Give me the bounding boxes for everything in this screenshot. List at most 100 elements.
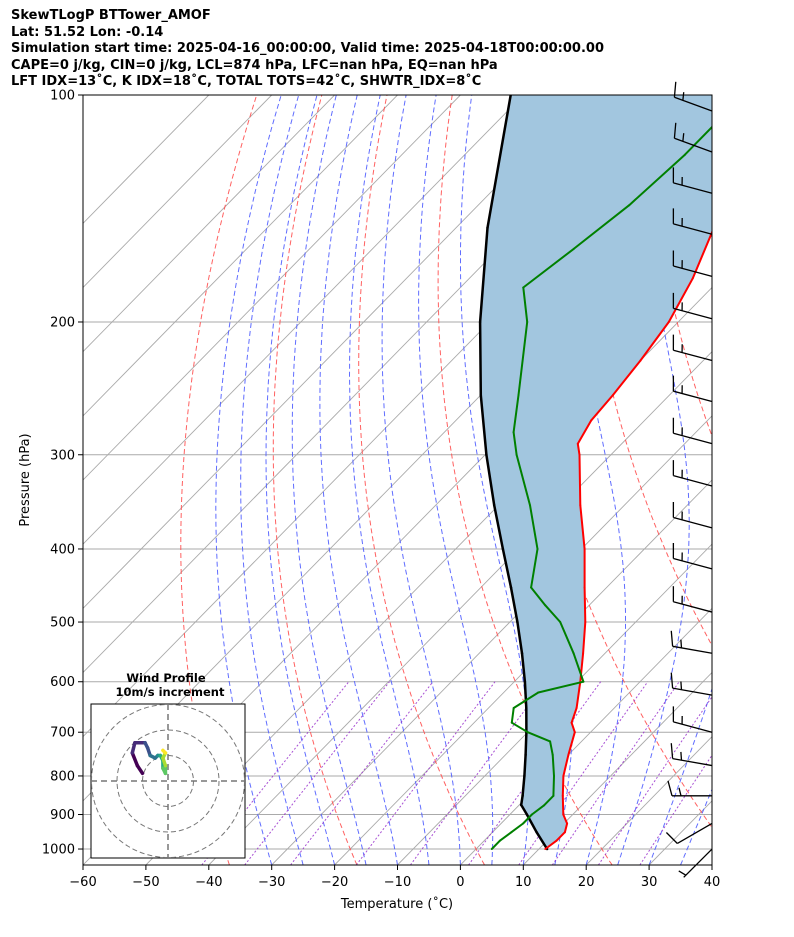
wind-barb — [672, 542, 713, 570]
temperature-profile-segment — [582, 621, 587, 655]
wind-barb — [672, 586, 713, 613]
wind-barb — [672, 250, 713, 278]
x-axis-label: Temperature (˚C) — [340, 896, 453, 912]
x-tick-label: −20 — [321, 875, 348, 890]
parcel-profile-segment — [519, 803, 529, 816]
isotherm-line — [460, 607, 712, 865]
dewpoint-profile-segment — [526, 731, 552, 743]
dewpoint-profile-segment — [522, 286, 529, 323]
parcel-profile-segment — [479, 393, 488, 457]
chart-title: SkewTLogP BTTower_AMOF — [11, 8, 211, 23]
dewpoint-profile-segment — [510, 822, 525, 834]
dewpoint-profile-segment — [559, 621, 575, 655]
x-tick-label: −50 — [132, 875, 159, 890]
axes: −60 −50 −40 −30 −20 −10 0 10 20 30 40 1000 900 800 700… — [42, 89, 720, 891]
temperature-profile-segment — [561, 794, 565, 816]
temperature-profile-segment — [570, 721, 576, 734]
isotherm-line — [83, 95, 587, 609]
wind-barb — [672, 417, 713, 445]
temperature-profile-segment — [563, 822, 569, 834]
dewpoint-profile-segment — [552, 775, 555, 797]
wind-barb — [672, 460, 713, 487]
wind-barb — [667, 780, 712, 797]
wind-barb-staff — [673, 182, 713, 194]
x-tick-label: −40 — [195, 875, 222, 890]
moist-adiabat — [319, 95, 398, 865]
wind-barb-flag — [670, 743, 674, 759]
temperature-profile-segment — [611, 359, 642, 397]
wind-barb — [672, 208, 713, 235]
temperature-profile-segment — [667, 277, 694, 323]
temperature-profile-segment — [562, 813, 569, 825]
wind-barb-staff — [673, 265, 713, 278]
parcel-profile-segment — [524, 730, 528, 757]
dewpoint-profile-segment — [683, 125, 712, 156]
wind-barb-flag — [673, 81, 677, 98]
wind-barb-staff — [672, 687, 713, 696]
dewpoint-profile-segment — [530, 586, 547, 607]
moist-adiabat — [215, 95, 282, 865]
x-tick-label: 30 — [641, 875, 658, 890]
dewpoint-profile-segment — [549, 740, 554, 756]
parcel-profile-segment — [521, 774, 526, 798]
temperature-profile-segment — [567, 731, 576, 756]
moist-adiabat — [711, 863, 712, 865]
wind-barb-staff — [673, 557, 713, 570]
wind-barb — [672, 167, 713, 194]
isotherm-line — [334, 479, 712, 865]
wind-barb — [672, 334, 713, 362]
temperature-profile-segment — [575, 680, 582, 709]
temperature-profile-segment — [714, 168, 738, 228]
dewpoint-profile-segment — [490, 839, 501, 850]
wind-barb-staff — [673, 390, 713, 403]
parcel-shading — [480, 95, 712, 849]
wind-barb-staff — [673, 223, 713, 235]
wind-barb-staff — [673, 601, 713, 613]
dewpoint-profile-segment — [551, 753, 555, 777]
wind-barb — [672, 706, 713, 733]
y-tick-label: 900 — [50, 808, 75, 823]
wind-barb-half-flag — [680, 751, 683, 761]
inset-subtitle: 10m/s increment — [116, 685, 225, 699]
wind-barb-flag — [665, 832, 678, 844]
chart-times: Simulation start time: 2025-04-16_00:00:… — [11, 41, 604, 57]
temperature-profile-segment — [561, 775, 565, 797]
temperature-profile-segment — [562, 753, 570, 777]
wind-barb — [672, 375, 713, 403]
wind-barb-staff — [674, 137, 713, 153]
dewpoint-profile-segment — [543, 794, 555, 807]
x-tick-label: 0 — [456, 875, 464, 890]
mixing-ratio-line — [201, 681, 350, 865]
wind-barb — [678, 848, 713, 878]
wind-barb-half-flag — [682, 133, 685, 142]
wind-barb-staff — [674, 96, 713, 112]
hodograph-segment — [130, 751, 140, 768]
isotherm-line — [83, 95, 524, 545]
dewpoint-profile-segment — [530, 548, 539, 589]
isotherm-line — [208, 351, 712, 865]
wind-barb-staff — [683, 848, 713, 878]
mixing-ratio-line — [597, 695, 712, 865]
temperature-profile-segment — [576, 419, 593, 445]
temperature-profile-segment — [570, 707, 578, 724]
parcel-profile-segment — [523, 753, 527, 778]
wind-barb-staff — [673, 307, 713, 320]
y-tick-label: 800 — [50, 769, 75, 784]
wind-barb-staff — [677, 822, 713, 845]
mixing-ratio-line — [551, 681, 680, 865]
y-tick-label: 400 — [50, 542, 75, 557]
mixing-ratio-line — [355, 681, 496, 865]
moist-adiabat — [381, 95, 461, 865]
x-tick-label: −60 — [69, 875, 96, 890]
y-tick-label: 100 — [50, 89, 75, 104]
isotherm-line — [83, 95, 335, 353]
wind-barb-half-flag — [680, 639, 683, 648]
wind-barb-staff — [673, 432, 713, 445]
wind-barb-half-flag — [678, 787, 682, 796]
wind-barb-staff — [673, 474, 713, 487]
parcel-profile-segment — [509, 586, 519, 624]
chart-title-block: SkewTLogP BTTower_AMOF Lat: 51.52 Lon: -… — [11, 8, 604, 91]
wind-barb-staff — [673, 721, 713, 733]
y-tick-label: 700 — [50, 726, 75, 741]
